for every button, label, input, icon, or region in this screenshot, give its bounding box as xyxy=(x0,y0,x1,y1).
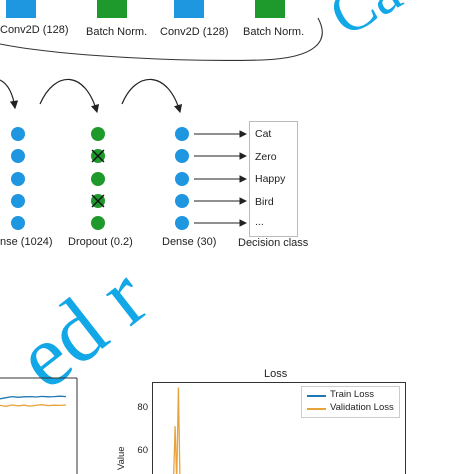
dropped-x-icon xyxy=(91,149,105,163)
dense1024-node-3 xyxy=(11,172,25,186)
batchnorm-block-2 xyxy=(255,0,285,18)
accuracy-series-1 xyxy=(0,404,67,407)
dropout-node-1 xyxy=(91,127,105,141)
arc-dense-to-dropout xyxy=(39,78,100,114)
loss-ylabel: Value xyxy=(116,446,127,470)
class-label-happy: Happy xyxy=(255,173,286,185)
dense30-node-4 xyxy=(175,194,189,208)
class-label-cat: Cat xyxy=(255,128,272,140)
dense1024-node-2 xyxy=(11,149,25,163)
validation-loss-line xyxy=(173,387,181,474)
dropout-node-2-dropped xyxy=(91,149,105,163)
dense1024-label: nse (1024) xyxy=(0,236,53,248)
legend-train-label: Train Loss xyxy=(330,389,374,400)
accuracy-chart xyxy=(0,377,78,474)
class-label-ellipsis: ... xyxy=(255,216,264,228)
dense30-node-5 xyxy=(175,216,189,230)
conv2d-block-1 xyxy=(6,0,36,18)
legend-train-swatch xyxy=(307,395,326,397)
loss-ytick-80: 80 xyxy=(137,402,148,413)
dropout-node-4-dropped xyxy=(91,194,105,208)
class-label-bird: Bird xyxy=(255,196,274,208)
dense1024-node-1 xyxy=(11,127,25,141)
accuracy-series-0 xyxy=(0,395,67,400)
loss-chart-plot xyxy=(152,382,406,474)
dropout-label: Dropout (0.2) xyxy=(68,236,133,248)
batchnorm-label-2: Batch Norm. xyxy=(243,26,305,38)
loss-chart-frame xyxy=(152,382,406,474)
legend-validation-swatch xyxy=(307,408,326,410)
dropout-node-3 xyxy=(91,172,105,186)
arc-dropout-to-dense30 xyxy=(121,78,183,114)
legend-validation-label: Validation Loss xyxy=(330,402,394,413)
conv2d-block-2 xyxy=(174,0,204,18)
conv2d-label-2: Conv2D (128) xyxy=(160,26,229,38)
batchnorm-block-1 xyxy=(97,0,127,18)
dense1024-node-4 xyxy=(11,194,25,208)
arc-to-dense1024 xyxy=(0,79,19,110)
dense30-node-1 xyxy=(175,127,189,141)
wrap-curve xyxy=(0,17,323,61)
dense30-node-2 xyxy=(175,149,189,163)
loss-ytick-60: 60 xyxy=(137,445,148,456)
class-label-zero: Zero xyxy=(255,151,277,163)
dense1024-node-5 xyxy=(11,216,25,230)
decision-class-box: Cat Zero Happy Bird ... xyxy=(249,121,298,237)
dense30-label: Dense (30) xyxy=(162,236,217,248)
dense30-node-3 xyxy=(175,172,189,186)
dropout-node-5 xyxy=(91,216,105,230)
batchnorm-label-1: Batch Norm. xyxy=(86,26,148,38)
loss-legend: Train Loss Validation Loss xyxy=(301,386,400,418)
loss-chart-title: Loss xyxy=(264,368,288,380)
conv2d-label-1: Conv2D (128) xyxy=(0,24,69,36)
decision-class-label: Decision class xyxy=(238,237,309,249)
dropped-x-icon xyxy=(91,194,105,208)
